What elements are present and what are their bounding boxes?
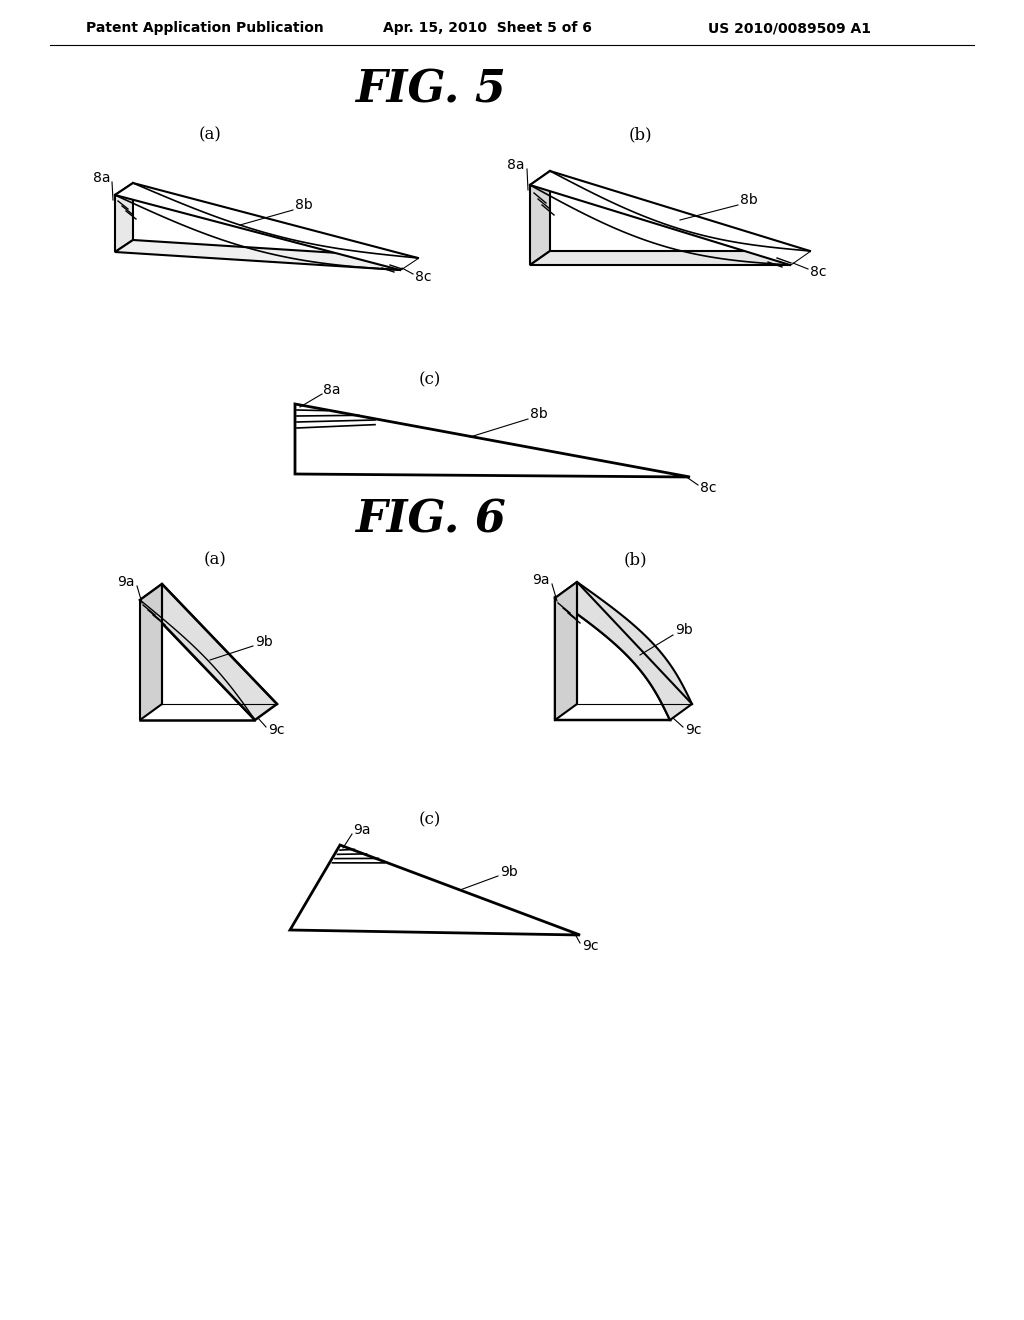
Polygon shape (290, 845, 580, 935)
Text: (b): (b) (628, 127, 652, 144)
Text: 9b: 9b (500, 865, 518, 879)
Text: 8c: 8c (700, 480, 717, 495)
Text: 9a: 9a (532, 573, 550, 587)
Text: (a): (a) (199, 127, 221, 144)
Text: FIG. 5: FIG. 5 (354, 69, 506, 111)
Polygon shape (295, 404, 690, 477)
Polygon shape (115, 240, 418, 271)
Polygon shape (555, 598, 670, 719)
Polygon shape (555, 582, 577, 719)
Polygon shape (140, 601, 255, 719)
Text: US 2010/0089509 A1: US 2010/0089509 A1 (709, 21, 871, 36)
Text: Apr. 15, 2010  Sheet 5 of 6: Apr. 15, 2010 Sheet 5 of 6 (383, 21, 592, 36)
Polygon shape (115, 183, 418, 271)
Text: 9b: 9b (255, 635, 272, 649)
Text: Patent Application Publication: Patent Application Publication (86, 21, 324, 36)
Text: 9c: 9c (268, 723, 285, 737)
Text: (c): (c) (419, 812, 441, 829)
Polygon shape (530, 172, 550, 265)
Text: 8b: 8b (295, 198, 312, 213)
Text: 8b: 8b (740, 193, 758, 207)
Polygon shape (140, 583, 162, 719)
Text: 8a: 8a (92, 172, 110, 185)
Text: (c): (c) (419, 371, 441, 388)
Text: 8c: 8c (810, 265, 826, 279)
Text: 9b: 9b (675, 623, 693, 638)
Text: 8b: 8b (530, 407, 548, 421)
Text: 8a: 8a (323, 383, 341, 397)
Text: (a): (a) (204, 552, 226, 569)
Text: 9c: 9c (582, 939, 598, 953)
Text: 9a: 9a (353, 822, 371, 837)
Text: 8a: 8a (508, 158, 525, 172)
Text: 9c: 9c (685, 723, 701, 737)
Text: 9a: 9a (118, 576, 135, 589)
Polygon shape (555, 582, 692, 719)
Polygon shape (115, 183, 133, 252)
Polygon shape (140, 583, 278, 719)
Polygon shape (530, 251, 810, 265)
Text: FIG. 6: FIG. 6 (354, 499, 506, 541)
Text: 8c: 8c (415, 271, 431, 284)
Polygon shape (530, 172, 810, 265)
Text: (b): (b) (624, 552, 647, 569)
